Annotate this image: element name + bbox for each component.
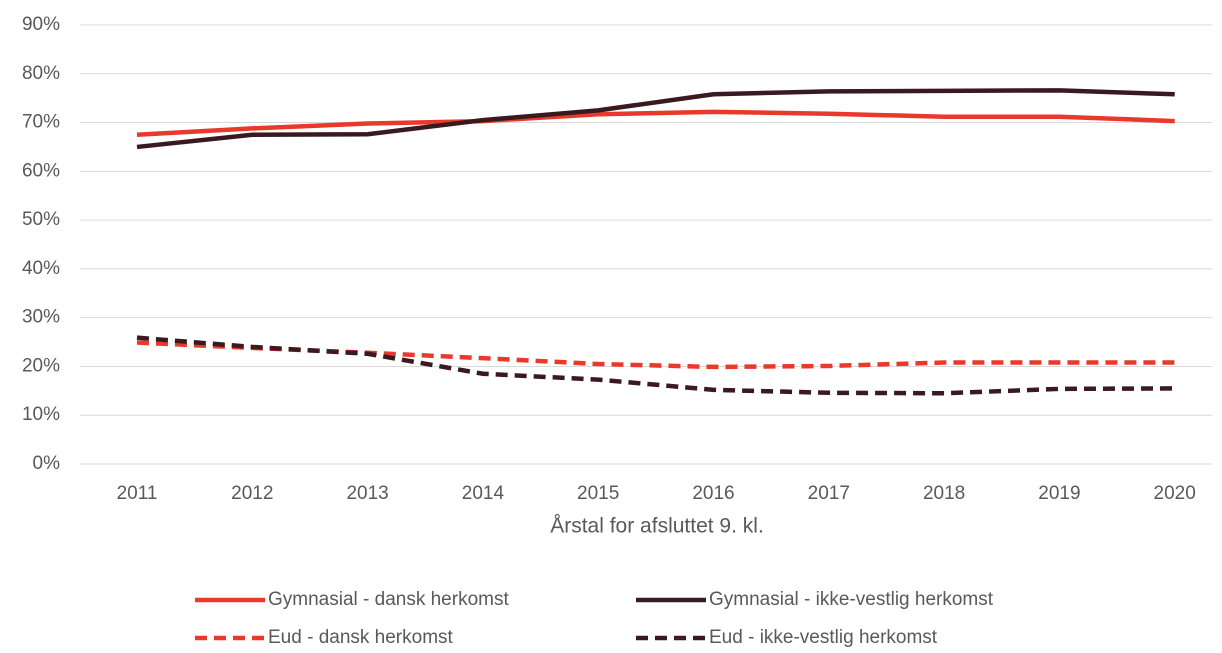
y-tick-label: 70%: [22, 112, 60, 133]
y-tick-label: 50%: [22, 209, 60, 230]
series-line: [136, 109, 1175, 137]
y-tick-label: 30%: [22, 307, 60, 328]
x-tick-label: 2011: [117, 483, 158, 504]
x-tick-label: 2018: [923, 483, 965, 504]
y-tick-label: 80%: [22, 63, 60, 84]
x-tick-label: 2014: [462, 483, 505, 504]
series-line: [136, 335, 1175, 396]
legend-label: Eud - ikke-vestlig herkomst: [709, 627, 938, 648]
legend-label: Eud - dansk herkomst: [268, 627, 454, 648]
y-tick-label: 10%: [22, 404, 60, 425]
x-tick-label: 2017: [808, 483, 850, 504]
y-tick-label: 0%: [33, 453, 61, 474]
x-tick-label: 2012: [231, 483, 273, 504]
x-tick-label: 2019: [1038, 483, 1080, 504]
x-tick-label: 2015: [577, 483, 619, 504]
y-tick-label: 40%: [22, 258, 60, 279]
y-tick-label: 90%: [22, 14, 60, 35]
y-tick-label: 20%: [22, 355, 60, 376]
series-line: [136, 340, 1175, 370]
legend-label: Gymnasial - ikke-vestlig herkomst: [709, 589, 994, 610]
x-tick-label: 2020: [1154, 483, 1196, 504]
x-tick-label: 2016: [692, 483, 734, 504]
legend-label: Gymnasial - dansk herkomst: [268, 589, 509, 610]
y-tick-label: 60%: [22, 160, 60, 181]
x-tick-label: 2013: [346, 483, 388, 504]
series-line: [136, 88, 1175, 150]
x-axis-label: Årstal for afsluttet 9. kl.: [550, 515, 764, 538]
